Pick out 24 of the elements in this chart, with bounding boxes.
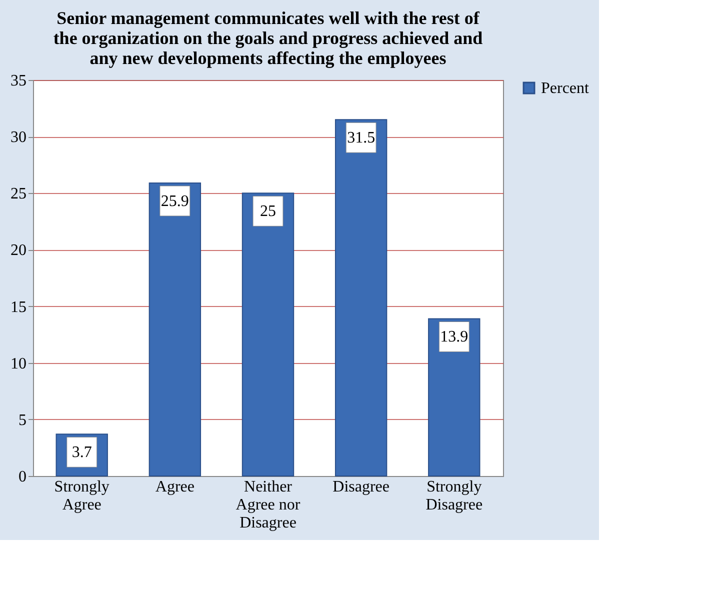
y-tick-label: 25 [10,186,26,203]
data-label: 25.9 [160,192,189,210]
y-tick-label: 5 [18,412,26,429]
x-tick-label: Disagree [332,478,390,496]
bar [334,119,388,476]
x-tick-label: Agree [155,478,194,496]
chart-title: Senior management communicates well with the rest of the organization on the goals and progress achieved and any new developments affecting the employees [53,8,483,68]
data-label: 3.7 [72,444,92,462]
x-tick-label: Neither Agree nor Disagree [236,478,301,532]
y-tick-label: 30 [10,129,26,146]
bar [242,192,294,476]
y-tick-label: 35 [10,72,26,90]
y-tick-label: 10 [10,355,26,372]
y-tick-label: 15 [10,298,26,316]
x-tick-label: Strongly Disagree [426,478,483,514]
bar [428,318,480,476]
y-tick-label: 20 [10,242,26,260]
data-label: 13.9 [440,328,468,346]
legend-label: Percent [541,80,590,97]
x-tick-label: Strongly Agree [54,478,110,514]
y-tick-label: 0 [18,468,26,486]
data-label: 31.5 [347,130,376,147]
bar [148,182,202,476]
data-label: 25 [260,203,276,220]
